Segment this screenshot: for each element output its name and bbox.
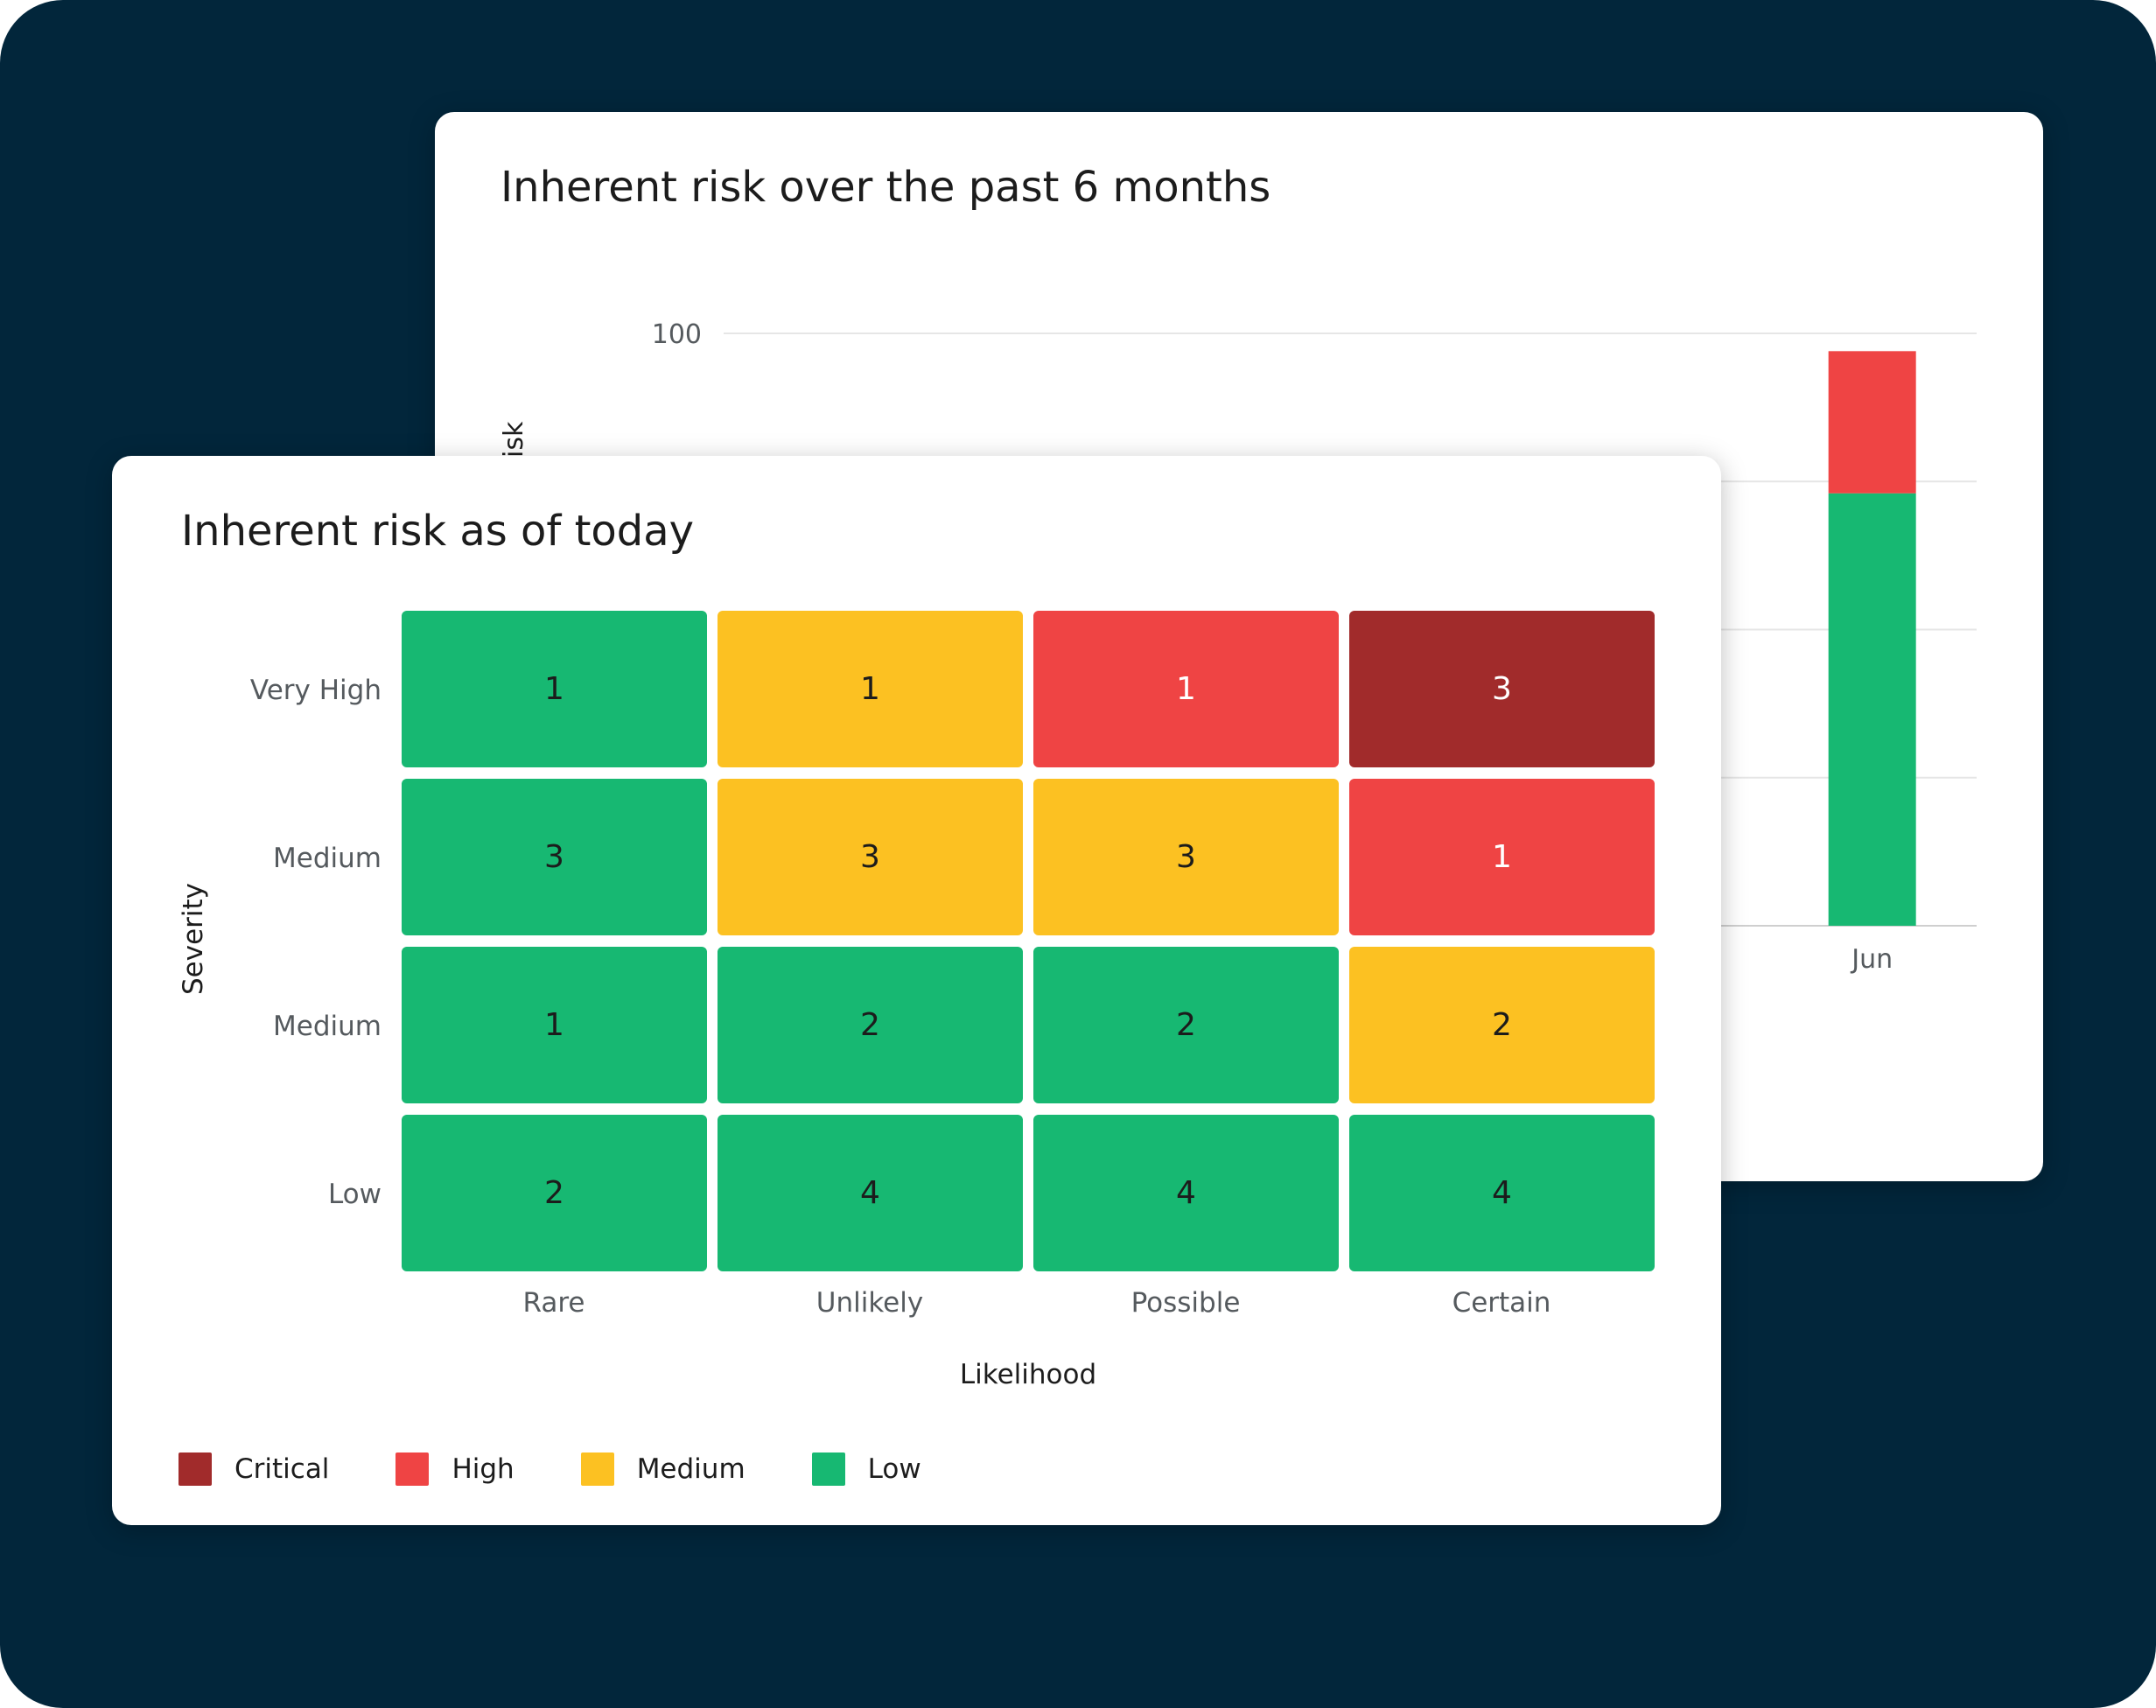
legend-label: High	[452, 1453, 514, 1485]
risk-heatmap-card: Inherent risk as of today Severity Very …	[112, 456, 1721, 1525]
legend-item-high: High	[396, 1452, 514, 1486]
legend-label: Critical	[234, 1453, 330, 1485]
heatmap-cell-medium-possible: 2	[1033, 947, 1339, 1103]
heatmap-cell-very-high-certain: 3	[1349, 611, 1655, 767]
risk-trend-title: Inherent risk over the past 6 months	[500, 163, 1271, 212]
heatmap-cell-very-high-unlikely: 1	[718, 611, 1023, 767]
heatmap-cell-low-unlikely: 4	[718, 1115, 1023, 1271]
risk-heatmap-title: Inherent risk as of today	[181, 507, 695, 556]
heatmap-cell-medium-unlikely: 2	[718, 947, 1023, 1103]
heatmap-cell-low-certain: 4	[1349, 1115, 1655, 1271]
heatmap-cell-medium-unlikely: 3	[718, 779, 1023, 935]
legend-label: Low	[867, 1453, 921, 1485]
x-tick-label-jun: Jun	[1850, 944, 1893, 975]
row-label-low: Low	[327, 1179, 382, 1210]
legend-item-critical: Critical	[178, 1452, 329, 1486]
col-label-possible: Possible	[1130, 1287, 1241, 1319]
row-label-medium-lower: Medium	[273, 1011, 382, 1042]
legend-item-medium: Medium	[580, 1452, 746, 1486]
heatmap-cell-medium-certain: 2	[1349, 947, 1655, 1103]
row-label-medium-upper: Medium	[273, 843, 382, 874]
y-tick-label: 100	[652, 319, 702, 350]
col-label-certain: Certain	[1452, 1287, 1551, 1319]
heatmap-cell-low-rare: 2	[402, 1115, 707, 1271]
heatmap-cell-medium-rare: 3	[402, 779, 707, 935]
legend-swatch-medium	[580, 1452, 614, 1486]
heatmap-cell-medium-certain: 1	[1349, 779, 1655, 935]
col-label-unlikely: Unlikely	[816, 1287, 924, 1319]
heatmap-cell-very-high-possible: 1	[1033, 611, 1339, 767]
row-label-very-high: Very High	[249, 675, 382, 706]
legend-label: Medium	[636, 1453, 746, 1485]
heatmap-cell-medium-rare: 1	[402, 947, 707, 1103]
col-label-rare: Rare	[522, 1287, 585, 1319]
risk-axis-label: isk	[499, 421, 529, 458]
bar-segment-jun-high	[1828, 351, 1916, 494]
legend: Critical High Medium Low	[178, 1452, 988, 1486]
legend-item-low: Low	[811, 1452, 921, 1486]
heatmap-cell-very-high-rare: 1	[402, 611, 707, 767]
heatmap-cell-medium-possible: 3	[1033, 779, 1339, 935]
severity-axis-label: Severity	[178, 882, 209, 996]
heatmap-cell-low-possible: 4	[1033, 1115, 1339, 1271]
legend-swatch-low	[811, 1452, 845, 1486]
bar-segment-jun-low	[1828, 493, 1916, 926]
likelihood-axis-label: Likelihood	[959, 1359, 1097, 1390]
legend-swatch-critical	[178, 1452, 212, 1486]
legend-swatch-high	[396, 1452, 430, 1486]
